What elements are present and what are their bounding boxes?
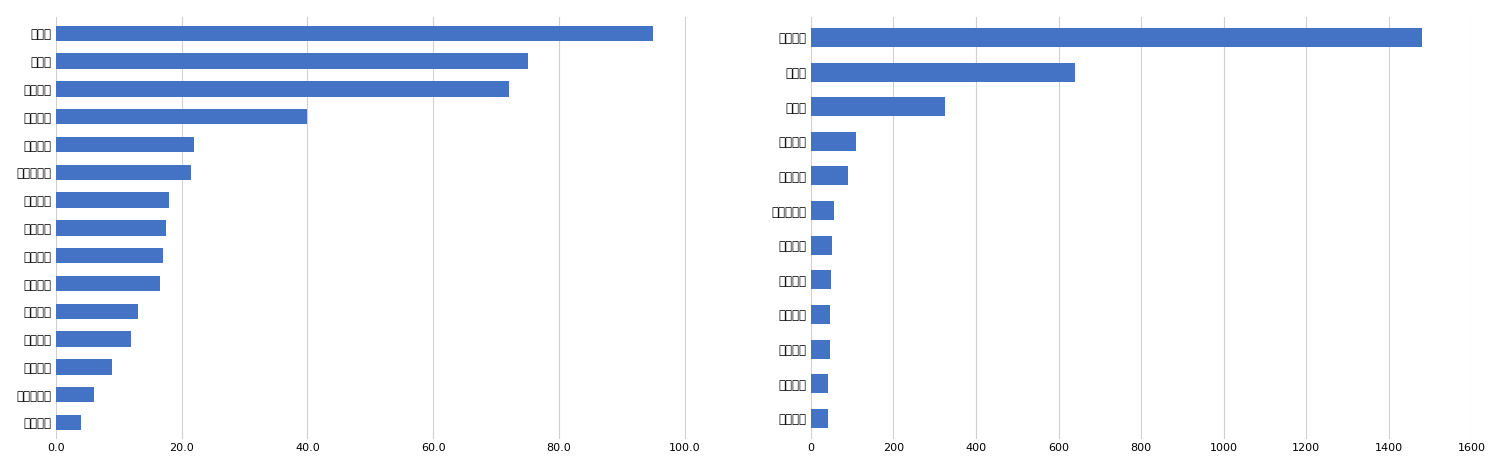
Bar [56, 54, 527, 69]
Bar [811, 28, 1422, 47]
Bar [56, 304, 138, 319]
Bar [56, 137, 194, 152]
Bar [811, 63, 1075, 82]
Bar [56, 415, 81, 430]
Bar [811, 236, 832, 255]
Bar [811, 409, 828, 428]
Bar [811, 305, 829, 324]
Bar [811, 374, 828, 393]
Bar [56, 359, 113, 375]
Bar [811, 166, 849, 186]
Bar [56, 276, 159, 291]
Bar [56, 220, 165, 235]
Bar [811, 132, 856, 151]
Bar [56, 193, 170, 208]
Bar [811, 270, 831, 290]
Bar [56, 248, 162, 263]
Bar [56, 81, 509, 96]
Bar [56, 387, 93, 402]
Bar [56, 109, 308, 125]
Bar [811, 201, 834, 220]
Bar [811, 340, 829, 359]
Bar [811, 97, 945, 116]
Bar [56, 26, 653, 41]
Bar [56, 164, 191, 180]
Bar [56, 331, 131, 347]
